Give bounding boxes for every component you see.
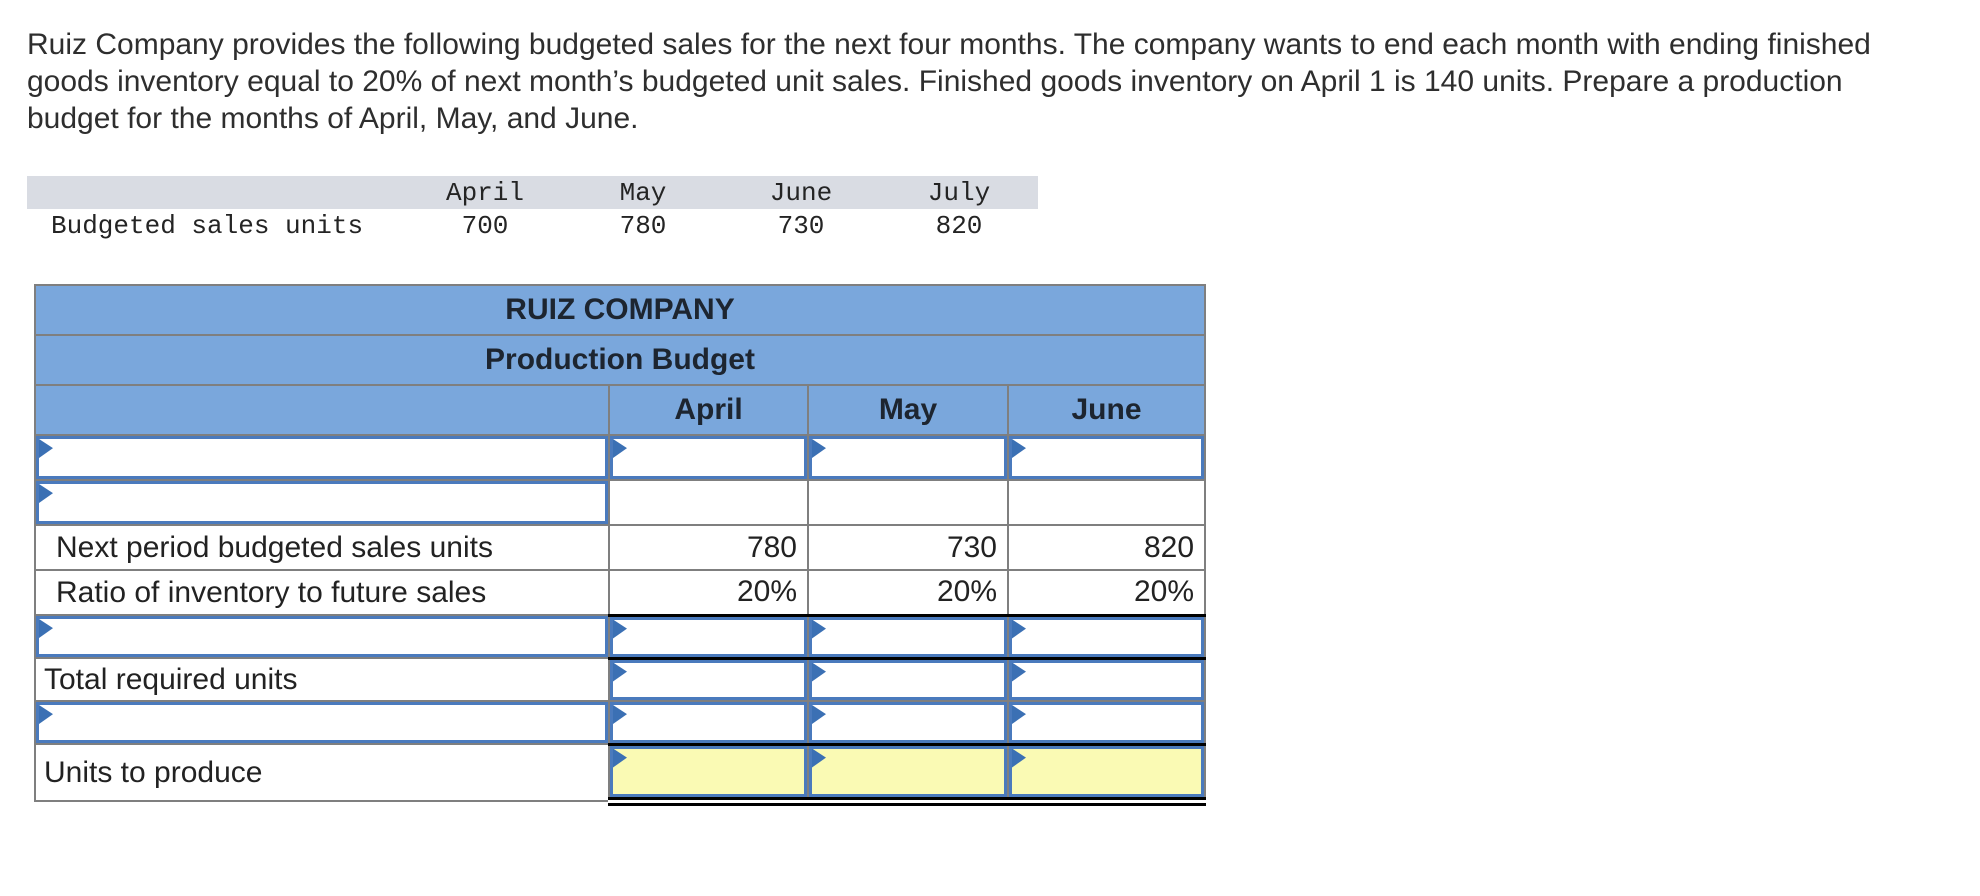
column-header-row: April May June [34,384,1207,436]
empty-cell-row2-june [1006,479,1207,526]
dropdown-flag-icon [39,439,53,458]
table-title: RUIZ COMPANY [33,284,1207,336]
next-period-sales-row: Next period budgeted sales units 780 730… [34,524,1207,571]
answer-cell-units-may[interactable] [807,743,1009,806]
sales-header-spacer [27,176,406,209]
row-label-ratio: Ratio of inventory to future sales [34,569,610,616]
budgeted-sales-table: April May June July Budgeted sales units… [27,176,1038,242]
dropdown-flag-icon [613,748,627,768]
dropdown-flag-icon [1012,748,1026,768]
sales-row-label: Budgeted sales units [51,210,364,241]
input-cell-row4-april[interactable] [608,700,809,746]
dropdown-flag-icon [613,705,627,724]
sales-value-may: 780 [619,210,667,241]
empty-cell-row2-april [608,479,809,526]
title-row: RUIZ COMPANY [33,284,1207,336]
column-header-spacer [34,384,610,436]
dropdown-flag-icon [613,619,627,639]
ratio-june: 20% [1006,569,1207,617]
input-cell-row4-june[interactable] [1006,700,1207,746]
input-cell-row1-label[interactable] [34,434,610,481]
input-row-3 [34,614,1207,660]
dropdown-flag-icon [613,439,627,458]
sales-col-header-july: July [880,176,1038,209]
sales-header-row: April May June July [27,176,1038,209]
input-cell-row4-may[interactable] [807,700,1009,746]
row-label-total-required: Total required units [34,657,610,702]
sales-value-july: 820 [935,210,983,241]
input-cell-total-may[interactable] [807,657,1009,702]
dropdown-flag-icon [613,662,627,682]
dropdown-flag-icon [812,705,826,724]
input-row-1 [34,434,1207,481]
dropdown-flag-icon [1012,705,1026,724]
sales-col-header-may: May [564,176,722,209]
next-period-sales-april: 780 [608,524,809,571]
input-cell-row3-june[interactable] [1006,614,1207,660]
units-to-produce-row: Units to produce [34,743,1207,806]
ratio-may: 20% [807,569,1009,617]
dropdown-flag-icon [39,705,53,724]
input-cell-row3-april[interactable] [608,614,809,660]
subtitle-row: Production Budget [33,334,1207,386]
input-cell-row3-label[interactable] [34,614,610,659]
sales-data-row: Budgeted sales units 700 780 730 820 [27,209,1038,242]
dropdown-flag-icon [1012,439,1026,458]
next-period-sales-june: 820 [1006,524,1207,571]
row-label-next-period-sales: Next period budgeted sales units [34,524,610,571]
input-cell-total-june[interactable] [1006,657,1207,702]
sales-value-june: 730 [777,210,825,241]
dropdown-flag-icon [1012,619,1026,639]
dropdown-flag-icon [812,748,826,768]
input-cell-row3-may[interactable] [807,614,1009,660]
dropdown-flag-icon [39,619,53,638]
dropdown-flag-icon [39,484,53,503]
problem-statement: Ruiz Company provides the following budg… [27,28,1871,135]
input-cell-total-april[interactable] [608,657,809,702]
column-header-april: April [608,384,809,436]
answer-cell-units-june[interactable] [1006,743,1207,806]
total-required-row: Total required units [34,657,1207,702]
input-cell-row2-label[interactable] [34,479,610,526]
column-header-may: May [807,384,1009,436]
sales-col-header-april: April [406,176,564,209]
table-subtitle: Production Budget [33,334,1207,386]
production-budget-table: RUIZ COMPANY Production Budget April May… [33,284,1207,806]
input-cell-row1-june[interactable] [1006,434,1207,481]
input-cell-row1-may[interactable] [807,434,1009,481]
answer-cell-units-april[interactable] [608,743,809,806]
dropdown-flag-icon [812,662,826,682]
column-header-june: June [1006,384,1207,436]
sales-col-header-june: June [722,176,880,209]
next-period-sales-may: 730 [807,524,1009,571]
dropdown-flag-icon [1012,662,1026,682]
row-label-units-to-produce: Units to produce [34,743,610,802]
input-row-4 [34,700,1207,746]
input-row-2 [34,479,1207,526]
dropdown-flag-icon [812,439,826,458]
input-cell-row1-april[interactable] [608,434,809,481]
empty-cell-row2-may [807,479,1009,526]
ratio-row: Ratio of inventory to future sales 20% 2… [34,569,1207,617]
dropdown-flag-icon [812,619,826,639]
input-cell-row4-label[interactable] [34,700,610,745]
ratio-april: 20% [608,569,809,617]
sales-value-april: 700 [461,210,509,241]
